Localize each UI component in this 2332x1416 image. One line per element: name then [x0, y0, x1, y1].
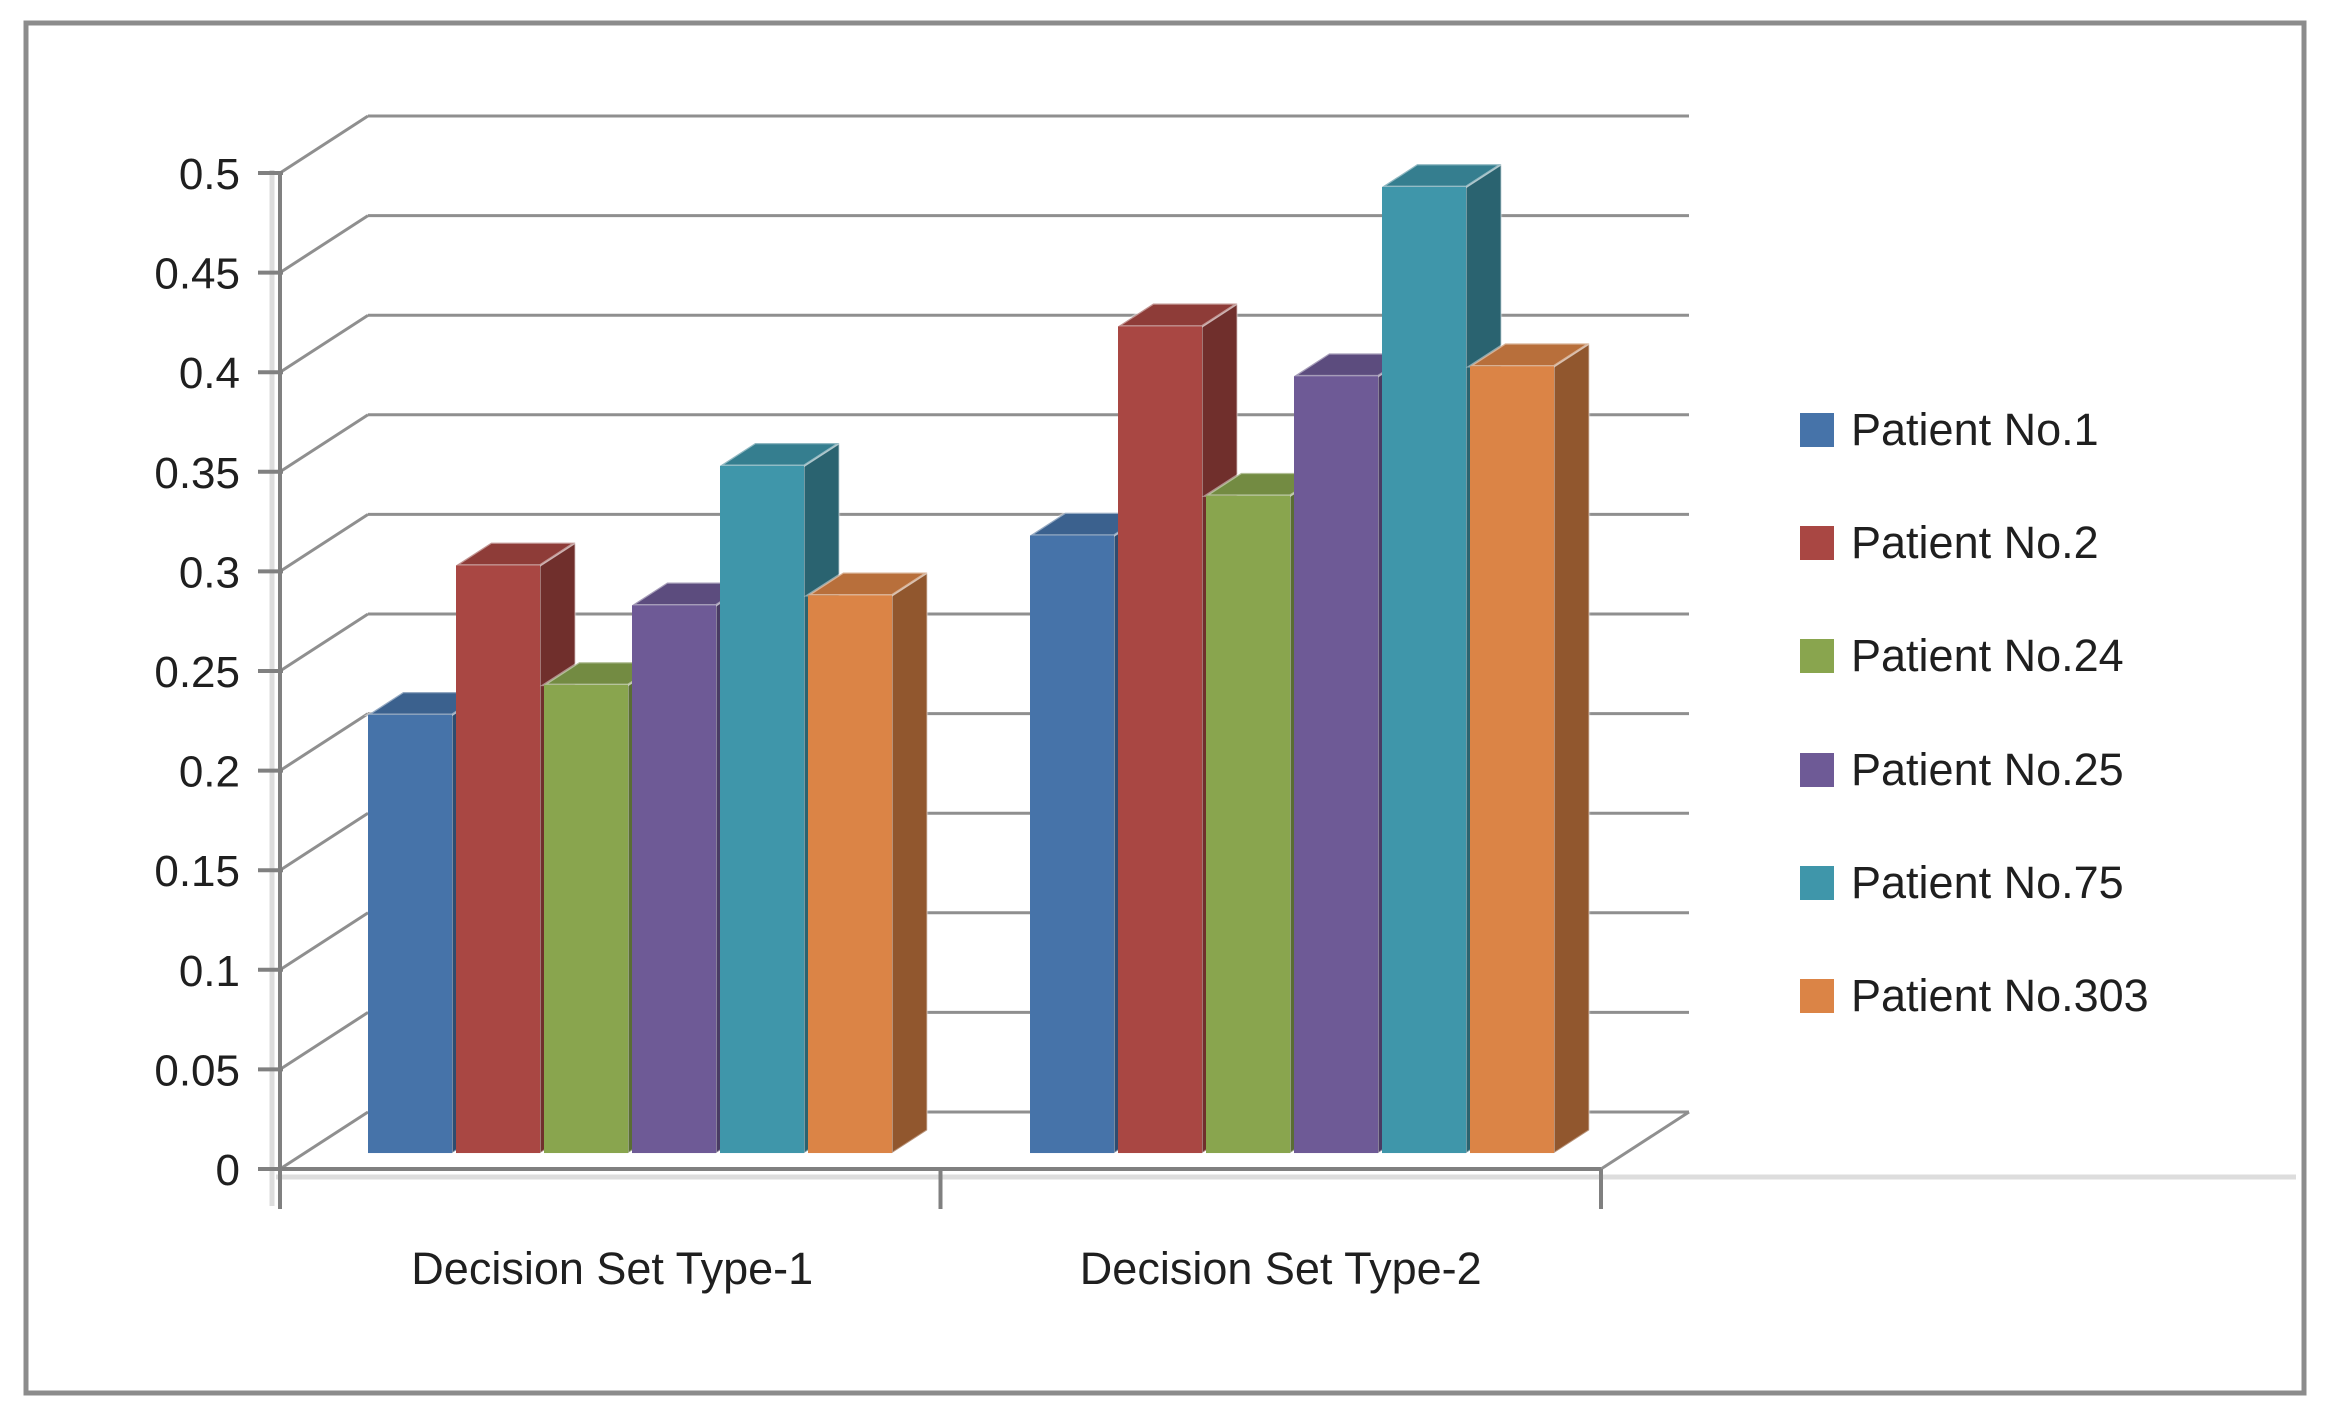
bar-front-face	[1470, 366, 1554, 1154]
legend-label: Patient No.25	[1851, 744, 2124, 795]
y-axis-tick-label: 0.5	[179, 150, 240, 199]
legend-item: Patient No.1	[1800, 407, 2099, 452]
legend-item: Patient No.24	[1800, 633, 2124, 678]
sidewall-gridline	[279, 413, 369, 474]
y-axis-tick-label: 0.4	[179, 349, 240, 398]
bar-front-face	[1382, 186, 1466, 1154]
bar-front-face	[1294, 376, 1378, 1154]
floor-left-edge	[279, 1110, 369, 1171]
legend-item: Patient No.303	[1800, 973, 2149, 1018]
bar-front-face	[1118, 326, 1202, 1154]
legend-item: Patient No.75	[1800, 860, 2124, 905]
chart-frame-border	[23, 20, 2307, 1396]
sidewall-gridline	[279, 712, 369, 772]
x-axis-category-label: Decision Set Type-1	[411, 1243, 813, 1294]
y-axis-tick-label: 0.2	[179, 748, 240, 797]
bar-front-face	[456, 565, 540, 1154]
legend-swatch-icon	[1800, 412, 1834, 447]
y-axis-tick-label: 0.3	[179, 548, 240, 597]
legend-label: Patient No.75	[1851, 857, 2124, 908]
bar-2-patient-no-303	[1465, 341, 1594, 1155]
sidewall-gridline	[279, 612, 369, 673]
bar-front-face	[544, 684, 628, 1154]
sidewall-gridline	[279, 1011, 369, 1071]
legend-label: Patient No.2	[1851, 517, 2099, 568]
legend-label: Patient No.24	[1851, 630, 2124, 681]
bar-front-face	[720, 465, 804, 1154]
legend-swatch-icon	[1800, 865, 1834, 900]
sidewall-gridline	[279, 513, 369, 573]
sidewall-gridline	[279, 313, 369, 374]
sidewall-gridline	[279, 214, 369, 274]
bar-1-patient-no-303	[803, 570, 932, 1155]
legend-label: Patient No.303	[1851, 970, 2149, 1021]
x-axis-category-label: Decision Set Type-2	[1080, 1243, 1482, 1294]
y-axis-tick-label: 0	[216, 1146, 240, 1195]
y-axis-tick-label: 0.25	[154, 648, 240, 697]
bar-front-face	[1206, 495, 1290, 1154]
bar-front-face	[1030, 535, 1114, 1154]
floor-right-edge	[1600, 1110, 1690, 1171]
legend-label: Patient No.1	[1851, 404, 2099, 455]
legend-swatch-icon	[1800, 638, 1834, 673]
bar-front-face	[808, 595, 892, 1154]
y-axis-tick-label: 0.1	[179, 947, 240, 996]
legend-item: Patient No.2	[1800, 520, 2099, 565]
sidewall-gridline	[279, 911, 369, 972]
legend-swatch-icon	[1800, 752, 1834, 787]
sidewall-gridline	[279, 811, 369, 872]
y-axis-tick-label: 0.45	[154, 250, 240, 299]
y-axis-tick-label: 0.35	[154, 449, 240, 498]
y-axis-tick-label: 0.15	[154, 847, 240, 896]
legend-swatch-icon	[1800, 525, 1834, 560]
y-axis-tick-label: 0.05	[154, 1046, 240, 1095]
bar-front-face	[632, 605, 716, 1154]
legend-item: Patient No.25	[1800, 747, 2124, 792]
sidewall-gridline	[279, 114, 369, 175]
bar-front-face	[368, 714, 452, 1154]
legend-swatch-icon	[1800, 978, 1834, 1013]
